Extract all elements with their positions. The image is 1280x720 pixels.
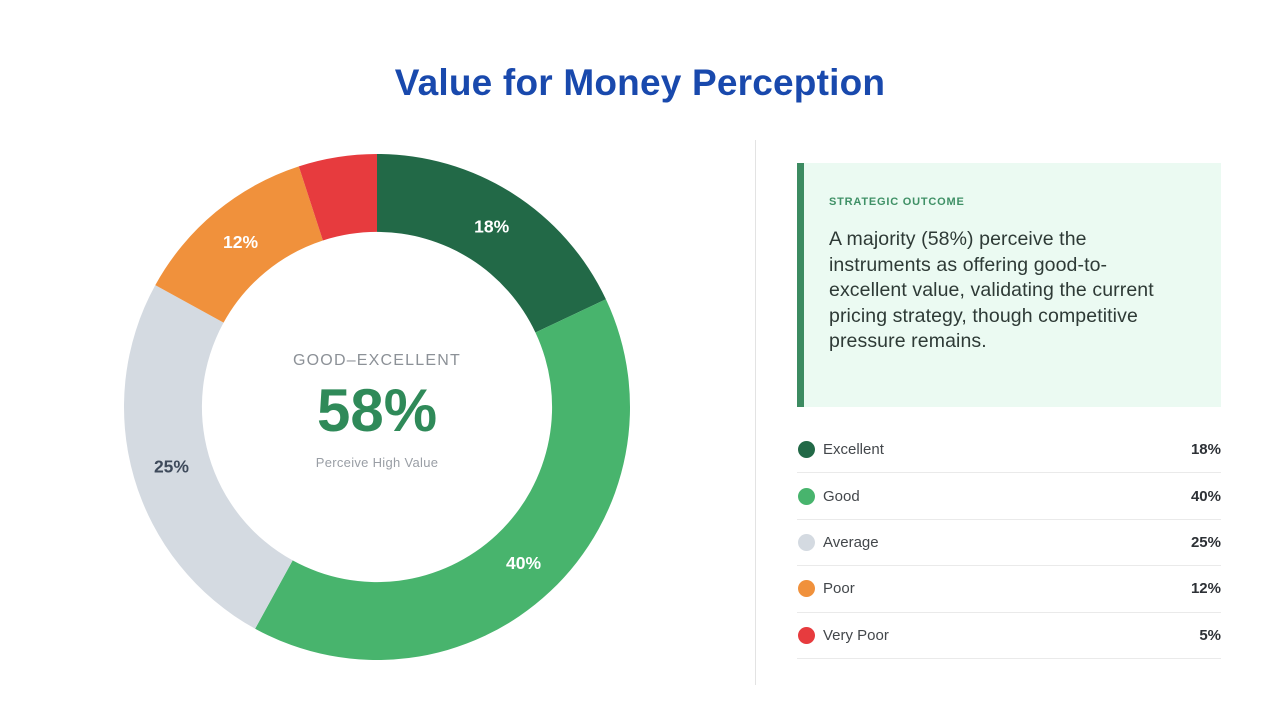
legend-value: 12% (1190, 580, 1221, 598)
page-title: Value for Money Perception (394, 62, 886, 103)
donut-svg: 18% 40% 25% 12% (124, 154, 630, 660)
legend-value: 18% (1190, 441, 1221, 459)
legend-swatch-very-poor (798, 626, 815, 644)
legend-value: 40% (1190, 487, 1221, 505)
donut-segment-very-poor (298, 154, 377, 241)
legend-swatch-average (798, 533, 815, 551)
legend: Excellent 18% Good 40% Average 25% Poor 12% Very… (797, 427, 1221, 659)
legend-label: Excellent (823, 441, 884, 459)
legend-label: Average (823, 533, 879, 551)
donut-segment-average (124, 285, 293, 629)
legend-row-good: Good 40% (797, 473, 1221, 520)
donut-chart: 18% 40% 25% 12% GOOD–EXCELLENT 58% Perceive… (122, 152, 632, 662)
donut-segment-excellent (377, 154, 606, 333)
legend-label: Poor (823, 580, 855, 598)
insight-eyebrow: STRATEGIC OUTCOME (829, 196, 965, 208)
donut-slice-label-excellent: 18% (474, 216, 509, 236)
legend-label: Good (823, 487, 860, 505)
legend-value: 5% (1199, 626, 1221, 644)
donut-segment-poor (155, 166, 323, 323)
legend-label: Very Poor (823, 626, 889, 644)
legend-swatch-good (798, 487, 815, 505)
vertical-divider (755, 140, 756, 685)
insight-body: A majority (58%) perceive the instrument… (829, 228, 1154, 353)
legend-row-very-poor: Very Poor 5% (797, 613, 1221, 659)
legend-row-poor: Poor 12% (797, 566, 1221, 613)
legend-swatch-excellent (798, 441, 815, 459)
strategic-outcome-panel: STRATEGIC OUTCOME A majority (58%) perce… (797, 163, 1221, 407)
donut-slice-label-poor: 12% (223, 232, 258, 252)
legend-row-average: Average 25% (797, 520, 1221, 567)
donut-segment-good (255, 299, 630, 660)
donut-slice-label-good: 40% (506, 553, 541, 573)
legend-value: 25% (1190, 533, 1221, 551)
legend-swatch-poor (798, 580, 815, 598)
donut-slice-label-average: 25% (154, 457, 189, 477)
legend-row-excellent: Excellent 18% (797, 427, 1221, 474)
